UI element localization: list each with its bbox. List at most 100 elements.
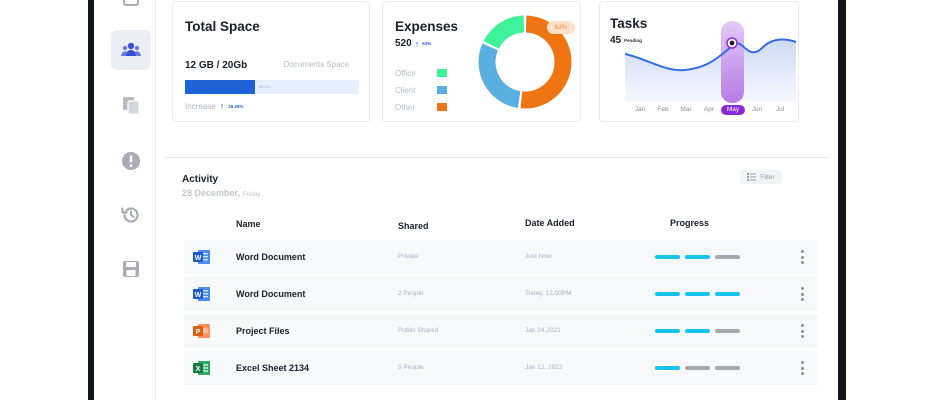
arrow-up-icon: ↑ bbox=[219, 101, 225, 111]
more-options-icon[interactable] bbox=[799, 286, 805, 302]
total-space-card: Total Space 12 GB / 20Gb Documents Space… bbox=[172, 1, 370, 122]
table-row[interactable]: X Excel Sheet 2134 5 People Jan 12, 2022 bbox=[184, 351, 818, 385]
sidebar-item-alerts[interactable] bbox=[111, 141, 151, 181]
section-divider bbox=[166, 157, 828, 158]
legend-office: Office bbox=[395, 69, 447, 78]
sidebar-item-copy[interactable] bbox=[111, 85, 151, 125]
tasks-value-row: 45 Pending bbox=[610, 35, 642, 46]
progress-segment bbox=[685, 329, 710, 333]
tasks-title: Tasks bbox=[610, 16, 648, 31]
progress-segment bbox=[685, 366, 710, 370]
increase-row: Increase ↑ 26.25% bbox=[185, 101, 243, 111]
legend-label: Other bbox=[395, 103, 416, 112]
filter-label: Filter bbox=[760, 173, 775, 181]
column-header-name[interactable]: Name bbox=[236, 219, 261, 229]
arrow-up-icon: ↑ bbox=[414, 38, 420, 49]
month-label: Mar bbox=[680, 106, 692, 113]
shared-status: Public Shared bbox=[398, 327, 439, 334]
shared-status: Private bbox=[398, 253, 419, 260]
progress-segment bbox=[655, 329, 680, 333]
copy-icon bbox=[123, 97, 140, 115]
more-options-icon[interactable] bbox=[799, 323, 805, 339]
file-name[interactable]: Excel Sheet 2134 bbox=[236, 363, 310, 373]
month-label-selected[interactable]: May bbox=[721, 105, 745, 115]
more-options-icon[interactable] bbox=[799, 249, 805, 265]
filter-icon bbox=[747, 173, 757, 181]
svg-text:W: W bbox=[195, 292, 202, 299]
progress-segment bbox=[715, 329, 740, 333]
tasks-card: Tasks 45 Pending Jan Feb Mar Apr May Jun… bbox=[599, 1, 799, 122]
month-label: Jul bbox=[775, 106, 785, 113]
sidebar-item-save[interactable] bbox=[111, 249, 151, 289]
filter-button[interactable]: Filter bbox=[740, 170, 782, 184]
column-header-progress[interactable]: Progress bbox=[670, 218, 710, 228]
expenses-value-row: 520 ↑ 63% bbox=[395, 38, 431, 49]
sidebar-item-history[interactable] bbox=[111, 195, 151, 235]
tasks-area bbox=[625, 39, 796, 102]
month-label: Jun bbox=[751, 106, 763, 113]
activity-date-value: 28 December, bbox=[182, 188, 241, 198]
word-icon: W bbox=[193, 249, 211, 265]
documents-space-label: Documents Space bbox=[283, 60, 349, 69]
donut-slice-client[interactable] bbox=[478, 43, 521, 108]
date-added: Jan 24,2021 bbox=[525, 327, 561, 334]
space-progress-label: 60.0% bbox=[259, 84, 271, 89]
legend-swatch bbox=[437, 69, 447, 77]
donut-slice-office[interactable] bbox=[483, 15, 525, 50]
table-row[interactable]: W Word Document 2 People Today, 12.00PM bbox=[184, 277, 818, 311]
document-icon bbox=[123, 0, 139, 6]
alert-icon bbox=[122, 152, 140, 170]
more-options-icon[interactable] bbox=[799, 360, 805, 376]
activity-title: Activity bbox=[182, 174, 219, 185]
space-progress-bar: 60.0% bbox=[185, 80, 359, 94]
sidebar bbox=[94, 0, 156, 400]
increase-percent: 26.25% bbox=[228, 103, 244, 109]
month-label: Jan bbox=[634, 106, 646, 113]
space-progress-fill bbox=[185, 80, 255, 94]
legend-label: Office bbox=[395, 69, 416, 78]
legend-other: Other bbox=[395, 103, 447, 112]
progress-segment bbox=[685, 255, 710, 259]
shared-status: 5 People bbox=[398, 364, 424, 371]
sidebar-item-documents[interactable] bbox=[111, 0, 151, 18]
activity-date: 28 December, Friday bbox=[182, 188, 261, 198]
table-row[interactable]: W Word Document Private Just Now bbox=[184, 240, 818, 274]
legend-label: Client bbox=[395, 86, 416, 95]
app-window: Total Space 12 GB / 20Gb Documents Space… bbox=[94, 0, 838, 400]
progress-segment bbox=[655, 366, 680, 370]
history-icon bbox=[121, 207, 139, 223]
donut-slice-other[interactable] bbox=[520, 15, 572, 109]
expenses-value: 520 bbox=[395, 38, 412, 49]
progress-segment bbox=[715, 292, 740, 296]
selected-month-highlight bbox=[721, 21, 744, 103]
file-name[interactable]: Project Files bbox=[236, 326, 290, 336]
total-space-value: 12 GB / 20Gb bbox=[185, 60, 248, 71]
save-icon bbox=[123, 261, 139, 277]
date-added: Just Now bbox=[525, 253, 552, 260]
legend-client: Client bbox=[395, 86, 447, 95]
column-header-shared[interactable]: Shared bbox=[398, 221, 429, 231]
activity-day: Friday bbox=[242, 191, 261, 198]
file-name[interactable]: Word Document bbox=[236, 289, 306, 299]
column-header-date[interactable]: Date Added bbox=[525, 218, 575, 228]
expenses-card: Expenses 520 ↑ 63% Office Client Other 6… bbox=[382, 1, 581, 122]
expenses-donut-chart bbox=[478, 15, 572, 109]
powerpoint-icon: P bbox=[193, 323, 211, 339]
word-icon: W bbox=[193, 286, 211, 302]
tasks-pending-label: Pending bbox=[624, 38, 642, 43]
month-label: Apr bbox=[703, 106, 715, 113]
legend-swatch bbox=[437, 86, 447, 94]
expenses-title: Expenses bbox=[395, 19, 459, 34]
legend-swatch bbox=[437, 103, 447, 111]
donut-percent-badge: 63% bbox=[547, 21, 575, 34]
users-icon bbox=[121, 42, 141, 56]
table-row[interactable]: P Project Files Public Shared Jan 24,2021 bbox=[184, 314, 818, 348]
excel-icon: X bbox=[193, 360, 211, 376]
progress-segment bbox=[655, 292, 680, 296]
expenses-change: 63% bbox=[422, 41, 432, 46]
svg-text:W: W bbox=[195, 255, 202, 262]
sidebar-item-users[interactable] bbox=[111, 30, 151, 70]
tasks-value: 45 bbox=[610, 35, 622, 46]
device-frame-right bbox=[838, 0, 846, 400]
file-name[interactable]: Word Document bbox=[236, 252, 306, 262]
